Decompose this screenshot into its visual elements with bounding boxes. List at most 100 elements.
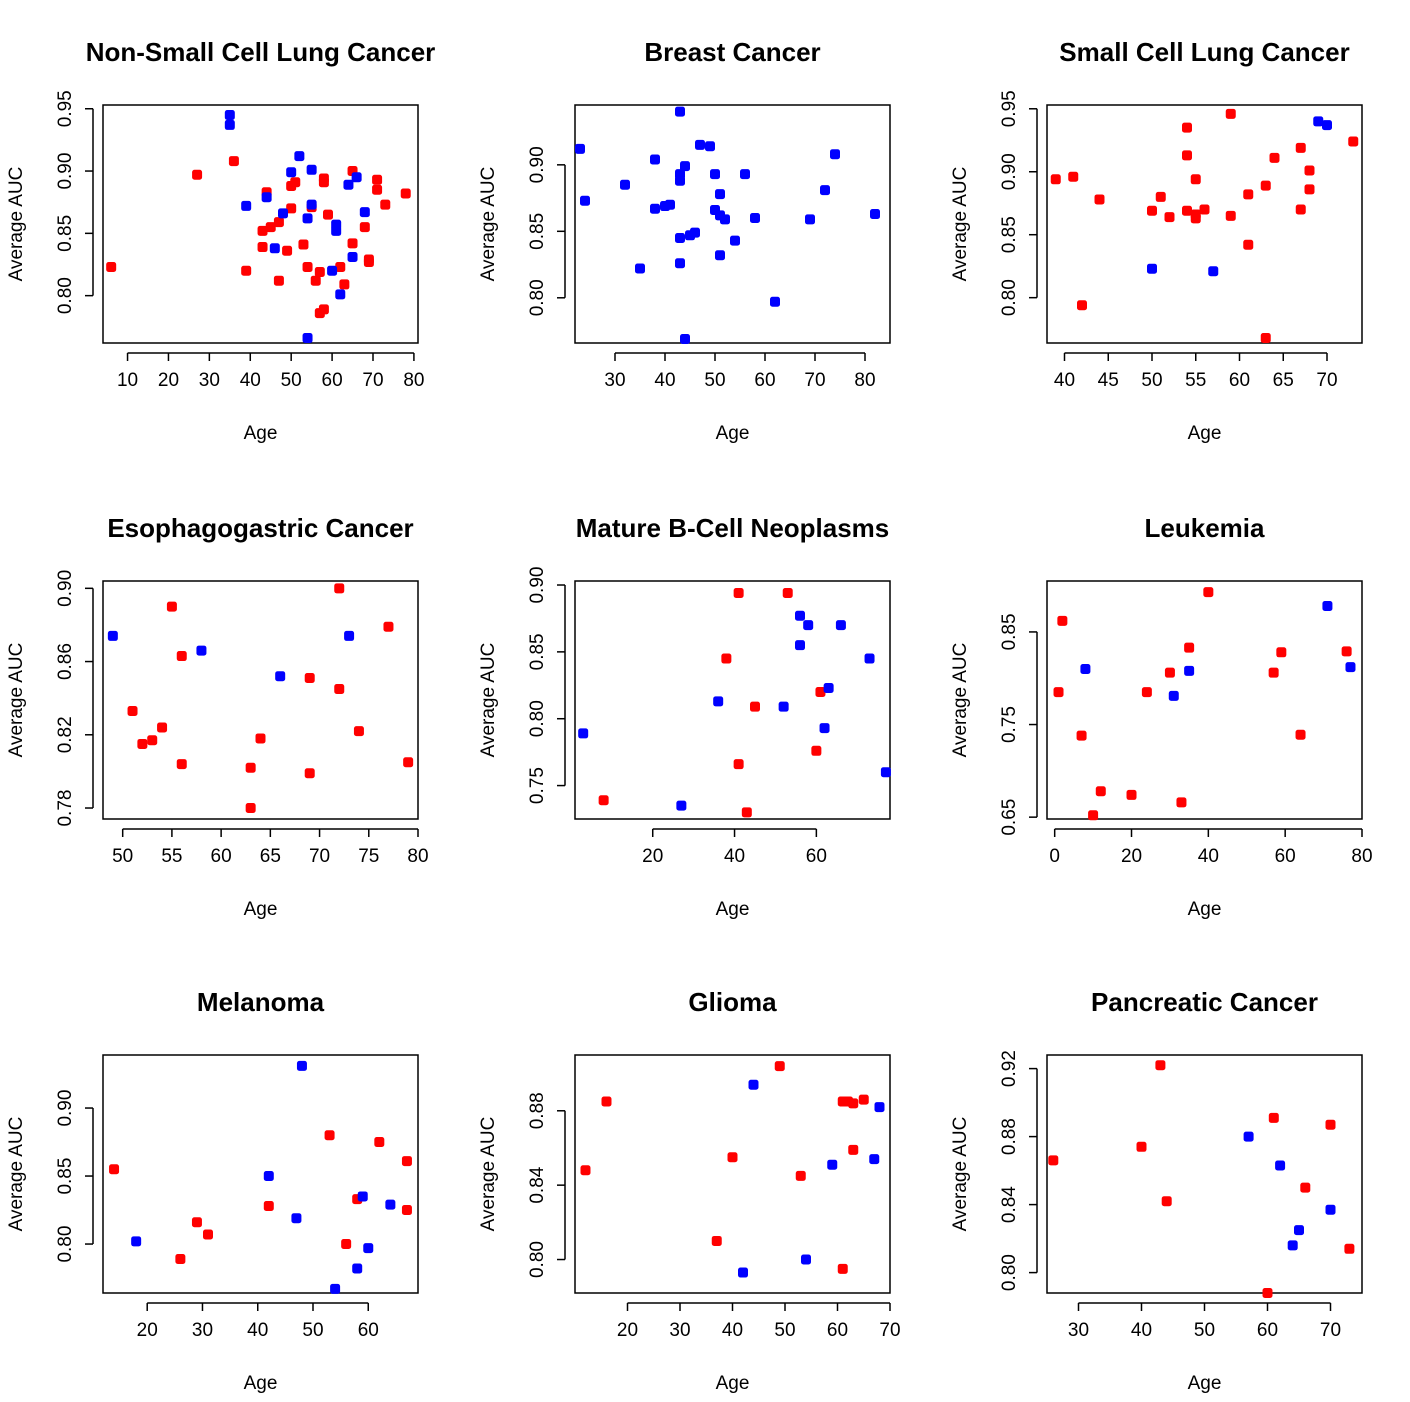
x-tick-label: 45 [1098, 370, 1119, 391]
data-point-red [109, 1164, 120, 1175]
data-point-blue [327, 265, 338, 276]
x-tick-label: 70 [362, 370, 383, 391]
data-point-blue [131, 1236, 142, 1247]
data-point-red [403, 757, 414, 768]
data-point-red [401, 1156, 412, 1167]
chart-title: Glioma [688, 987, 777, 1017]
data-point-red [1276, 647, 1287, 658]
x-axis-label: Age [716, 1373, 750, 1394]
data-point-blue [770, 296, 780, 307]
data-point-blue [302, 333, 313, 344]
y-axis-label: Average AUC [6, 1117, 27, 1232]
data-point-red [1243, 189, 1254, 200]
y-tick-label: 0.85 [55, 215, 76, 252]
data-point-red [1190, 174, 1201, 185]
data-point-blue [720, 214, 730, 225]
data-point-red [1348, 136, 1359, 147]
data-point-red [1182, 150, 1192, 161]
plot-frame [574, 580, 891, 820]
y-tick-label: 0.84 [527, 1166, 548, 1203]
y-axis-label: Average AUC [950, 167, 971, 282]
data-point-red [750, 701, 760, 712]
x-tick-label: 20 [137, 1320, 158, 1341]
x-tick-label: 80 [1351, 846, 1372, 867]
data-point-red [1126, 789, 1137, 800]
x-tick-label: 20 [158, 370, 179, 391]
data-point-blue [294, 151, 305, 162]
data-point-blue [650, 154, 660, 165]
y-tick-label: 0.78 [55, 790, 76, 827]
data-point-red [848, 1144, 859, 1155]
panel-1: Breast Cancer Age Average AUC 30 40 50 60 70 80 0… [478, 37, 891, 444]
data-point-red [1076, 730, 1087, 741]
x-axis-label: Age [244, 899, 278, 920]
data-point-blue [801, 1254, 811, 1265]
data-point-red [601, 1096, 612, 1107]
x-tick-label: 40 [1131, 1320, 1152, 1341]
panel-7: Glioma Age Average AUC 20 30 40 50 60 70 0.80 0.84… [478, 987, 901, 1394]
data-point-blue [580, 195, 590, 206]
y-tick-label: 0.90 [527, 146, 548, 183]
chart-title: Small Cell Lung Cancer [1059, 37, 1349, 67]
data-point-red [711, 1235, 722, 1246]
data-point-blue [705, 141, 715, 152]
data-point-blue [650, 203, 660, 214]
data-point-red [1057, 615, 1068, 626]
data-point-red [727, 1152, 738, 1163]
x-tick-label: 70 [879, 1320, 900, 1341]
chart-title: Breast Cancer [644, 37, 820, 67]
x-tick-label: 50 [774, 1320, 795, 1341]
data-point-red [1268, 1112, 1279, 1123]
y-tick-label: 0.95 [55, 90, 76, 127]
data-point-blue [713, 696, 724, 707]
panel-8: Pancreatic Cancer Age Average AUC 30 40 50 60 7… [950, 987, 1363, 1394]
data-point-red [334, 684, 345, 695]
data-point-blue [635, 263, 645, 274]
data-point-red [1295, 729, 1306, 740]
data-point-blue [1168, 690, 1179, 701]
data-point-red [318, 173, 329, 184]
y-tick-label: 0.90 [55, 1090, 76, 1127]
data-point-blue [1322, 120, 1332, 131]
data-point-red [1088, 810, 1099, 821]
data-point-blue [1325, 1204, 1336, 1215]
y-tick-label: 0.85 [527, 213, 548, 250]
data-point-red [598, 795, 609, 806]
data-point-blue [1243, 1131, 1254, 1142]
data-point-blue [675, 106, 685, 117]
data-point-red [257, 242, 268, 253]
panel-5: Leukemia Age Average AUC 0 20 40 60 80 0.65 0.75 0… [950, 513, 1373, 920]
data-point-red [265, 222, 276, 233]
data-point-blue [352, 1263, 363, 1274]
x-tick-label: 60 [358, 1320, 379, 1341]
data-point-blue [778, 701, 789, 712]
data-point-red [228, 156, 239, 167]
x-tick-label: 80 [403, 370, 424, 391]
chart-title: Leukemia [1145, 513, 1265, 543]
y-tick-label: 0.85 [55, 1158, 76, 1195]
y-tick-label: 0.90 [527, 567, 548, 604]
data-point-blue [835, 620, 846, 631]
y-tick-label: 0.80 [999, 1254, 1020, 1291]
data-point-red [1048, 1155, 1059, 1166]
data-point-blue [748, 1079, 759, 1090]
data-point-red [580, 1165, 591, 1176]
data-point-blue [820, 185, 830, 196]
data-point-blue [738, 1267, 748, 1278]
data-point-blue [269, 243, 280, 254]
data-point-red [302, 261, 313, 272]
x-tick-label: 30 [1068, 1320, 1089, 1341]
data-point-red [1260, 332, 1271, 343]
data-point-red [1050, 174, 1061, 185]
x-tick-label: 60 [754, 370, 775, 391]
data-point-red [372, 174, 383, 185]
data-point-blue [715, 189, 725, 200]
y-tick-label: 0.88 [527, 1092, 548, 1129]
data-point-red [192, 169, 203, 180]
data-point-blue [680, 161, 690, 172]
x-tick-label: 40 [247, 1320, 268, 1341]
x-axis-label: Age [1188, 899, 1222, 920]
x-tick-label: 60 [1229, 370, 1250, 391]
data-point-red [1243, 239, 1254, 250]
x-tick-label: 70 [1320, 1320, 1341, 1341]
